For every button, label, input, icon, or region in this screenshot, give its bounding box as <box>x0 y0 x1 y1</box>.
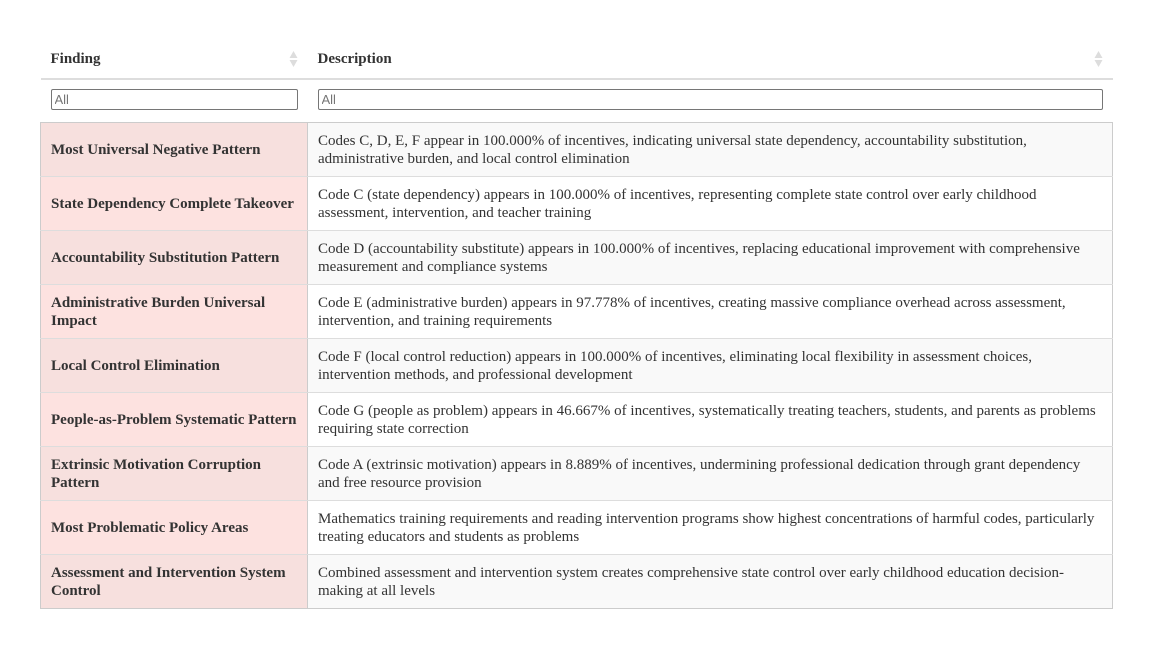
description-filter-input[interactable] <box>317 89 1103 110</box>
description-cell: Codes C, D, E, F appear in 100.000% of i… <box>307 122 1113 177</box>
finding-cell: Assessment and Intervention System Contr… <box>40 554 308 609</box>
description-cell: Code F (local control reduction) appears… <box>307 338 1113 393</box>
filter-cell-finding <box>41 79 308 123</box>
filter-cell-description <box>308 79 1113 123</box>
filter-row <box>41 79 1113 123</box>
column-header-label: Description <box>317 50 392 67</box>
table-row[interactable]: Administrative Burden Universal Impact Co… <box>40 284 1113 339</box>
finding-cell: Local Control Elimination <box>40 338 308 393</box>
finding-cell: State Dependency Complete Takeover <box>40 176 308 231</box>
column-header-label: Finding <box>50 50 101 67</box>
column-header-finding[interactable]: Finding <box>40 40 308 80</box>
table-row[interactable]: Most Universal Negative Pattern Codes C, … <box>40 122 1113 177</box>
table-row[interactable]: Accountability Substitution Pattern Code … <box>40 230 1113 285</box>
data-table-container: Finding Description <box>40 40 1113 609</box>
table-row[interactable]: Assessment and Intervention System Contr… <box>40 554 1113 609</box>
description-cell: Combined assessment and intervention sys… <box>307 554 1113 609</box>
table-row[interactable]: People-as-Problem Systematic Pattern Code… <box>40 392 1113 447</box>
filter-row-group <box>41 79 1113 123</box>
description-cell: Code C (state dependency) appears in 100… <box>307 176 1113 231</box>
table-header: Finding Description <box>40 40 1113 80</box>
description-cell: Mathematics training requirements and re… <box>307 500 1113 555</box>
table-row[interactable]: Most Problematic Policy Areas Mathematics… <box>40 500 1113 555</box>
sort-both-icon[interactable] <box>1094 50 1103 68</box>
finding-filter-input[interactable] <box>50 89 298 110</box>
table-row[interactable]: State Dependency Complete Takeover Code C… <box>40 176 1113 231</box>
findings-table: Finding Description <box>40 40 1113 609</box>
table-row[interactable]: Local Control Elimination Code F (local c… <box>40 338 1113 393</box>
table-row[interactable]: Extrinsic Motivation Corruption Pattern C… <box>40 446 1113 501</box>
description-cell: Code E (administrative burden) appears i… <box>307 284 1113 339</box>
description-cell: Code A (extrinsic motivation) appears in… <box>307 446 1113 501</box>
finding-cell: Accountability Substitution Pattern <box>40 230 308 285</box>
finding-cell: Most Problematic Policy Areas <box>40 500 308 555</box>
column-header-description[interactable]: Description <box>307 40 1113 80</box>
description-cell: Code G (people as problem) appears in 46… <box>307 392 1113 447</box>
finding-cell: Administrative Burden Universal Impact <box>40 284 308 339</box>
description-cell: Code D (accountability substitute) appea… <box>307 230 1113 285</box>
table-body: Most Universal Negative Pattern Codes C, … <box>40 122 1113 609</box>
sort-both-icon[interactable] <box>289 50 298 68</box>
finding-cell: Extrinsic Motivation Corruption Pattern <box>40 446 308 501</box>
finding-cell: Most Universal Negative Pattern <box>40 122 308 177</box>
finding-cell: People-as-Problem Systematic Pattern <box>40 392 308 447</box>
